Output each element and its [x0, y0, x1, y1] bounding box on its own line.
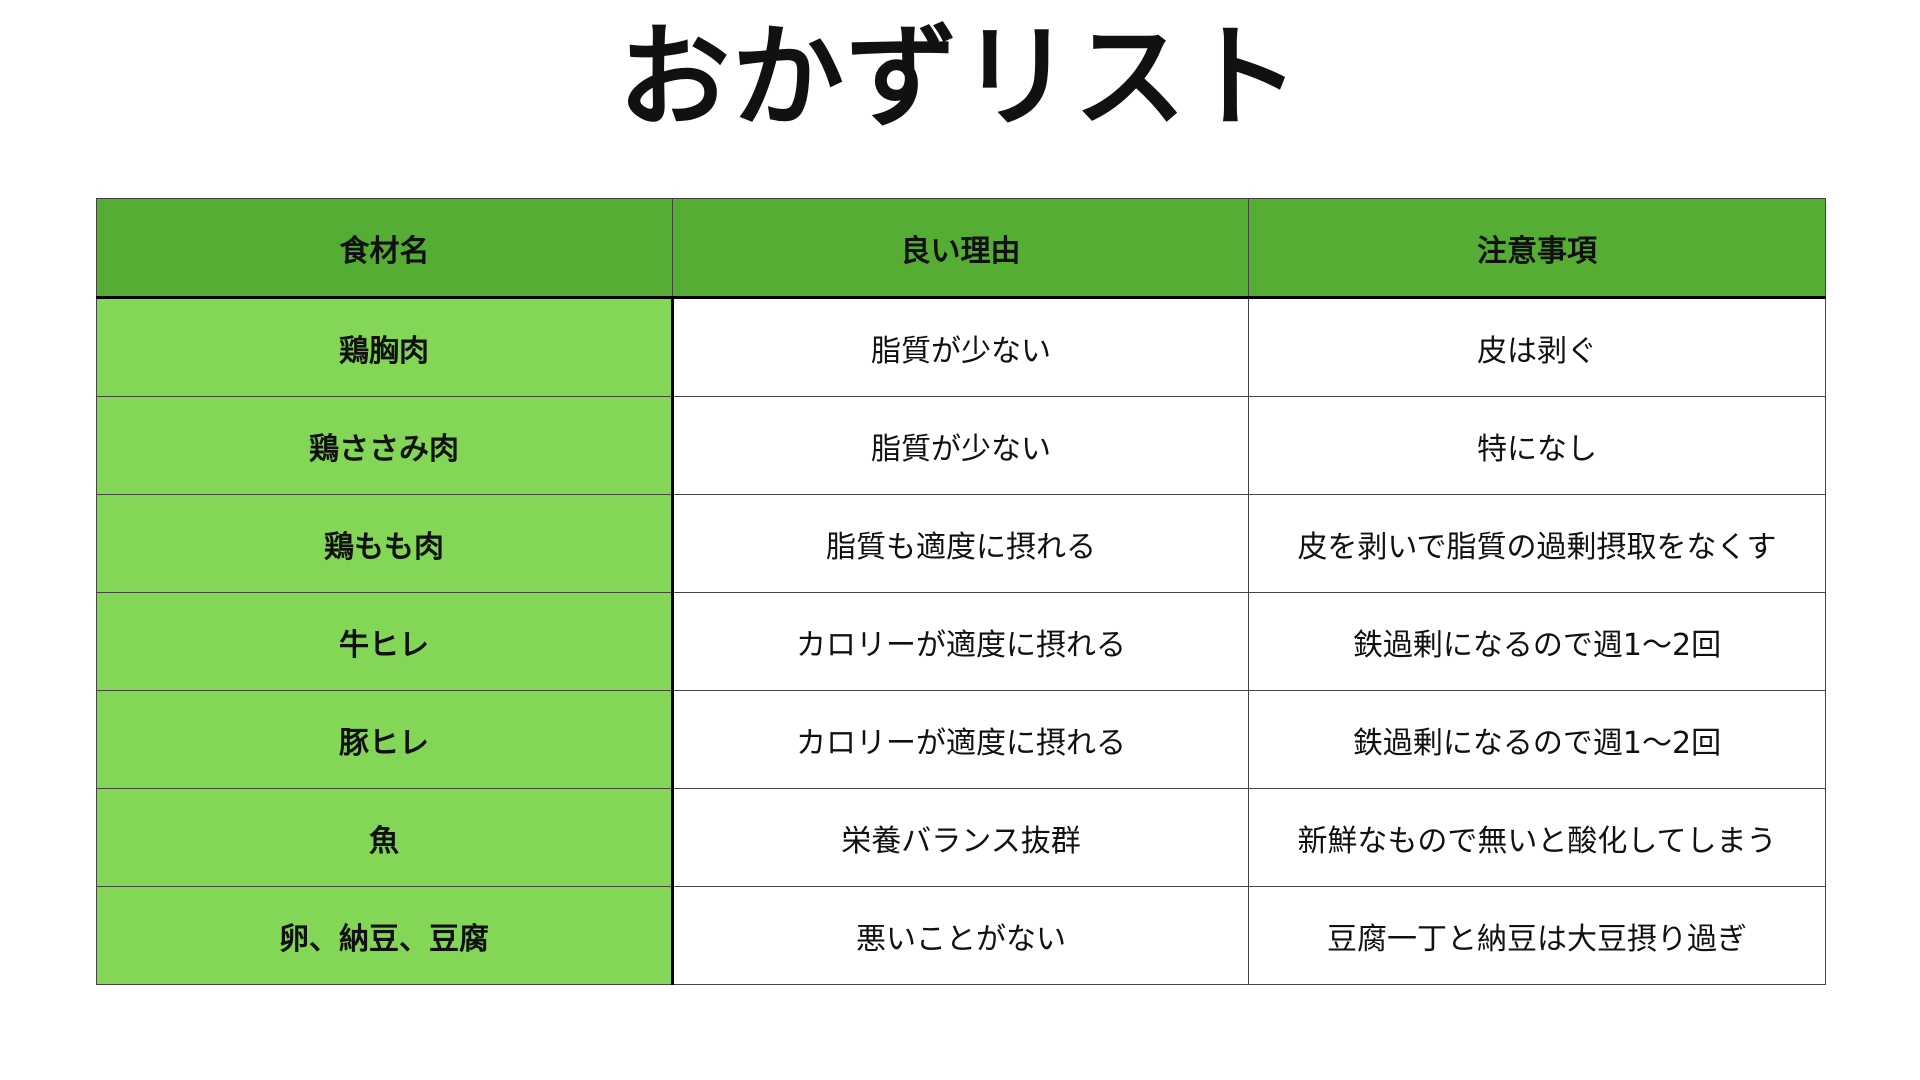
- ingredient-cell: 魚: [96, 788, 674, 887]
- table-row: 鶏胸肉 脂質が少ない 皮は剥ぐ: [96, 297, 1826, 397]
- good-reason-cell: カロリーが適度に摂れる: [672, 592, 1249, 691]
- okazu-table: 食材名 良い理由 注意事項 鶏胸肉 脂質が少ない 皮は剥ぐ 鶏ささみ肉 脂質が少ない 特に…: [96, 198, 1826, 985]
- ingredient-cell: 牛ヒレ: [96, 592, 674, 691]
- ingredient-cell: 鶏ささみ肉: [96, 396, 674, 495]
- caution-cell: 鉄過剰になるので週1〜2回: [1248, 690, 1826, 789]
- table-row: 鶏ささみ肉 脂質が少ない 特になし: [96, 396, 1826, 495]
- table-header-row: 食材名 良い理由 注意事項: [96, 198, 1826, 299]
- good-reason-cell: 脂質が少ない: [672, 396, 1249, 495]
- page-title: おかずリスト: [618, 13, 1302, 143]
- good-reason-cell: カロリーが適度に摂れる: [672, 690, 1249, 789]
- caution-cell: 特になし: [1248, 396, 1826, 495]
- caution-cell: 皮を剥いで脂質の過剰摂取をなくす: [1248, 494, 1826, 593]
- header-caution: 注意事項: [1248, 198, 1826, 299]
- header-good-reason: 良い理由: [672, 198, 1249, 299]
- caution-cell: 新鮮なもので無いと酸化してしまう: [1248, 788, 1826, 887]
- table-row: 牛ヒレ カロリーが適度に摂れる 鉄過剰になるので週1〜2回: [96, 592, 1826, 691]
- ingredient-cell: 豚ヒレ: [96, 690, 674, 789]
- table-row: 豚ヒレ カロリーが適度に摂れる 鉄過剰になるので週1〜2回: [96, 690, 1826, 789]
- good-reason-cell: 脂質も適度に摂れる: [672, 494, 1249, 593]
- caution-cell: 豆腐一丁と納豆は大豆摂り過ぎ: [1248, 886, 1826, 985]
- ingredient-cell: 卵、納豆、豆腐: [96, 886, 674, 985]
- good-reason-cell: 栄養バランス抜群: [672, 788, 1249, 887]
- header-ingredient: 食材名: [96, 198, 673, 299]
- table-row: 卵、納豆、豆腐 悪いことがない 豆腐一丁と納豆は大豆摂り過ぎ: [96, 886, 1826, 985]
- caution-cell: 鉄過剰になるので週1〜2回: [1248, 592, 1826, 691]
- good-reason-cell: 脂質が少ない: [672, 297, 1249, 397]
- ingredient-cell: 鶏胸肉: [96, 297, 674, 397]
- table-row: 鶏もも肉 脂質も適度に摂れる 皮を剥いで脂質の過剰摂取をなくす: [96, 494, 1826, 593]
- caution-cell: 皮は剥ぐ: [1248, 297, 1826, 397]
- ingredient-cell: 鶏もも肉: [96, 494, 674, 593]
- table-row: 魚栄養バランス抜群 新鮮なもので無いと酸化してしまう: [96, 788, 1826, 887]
- good-reason-cell: 悪いことがない: [672, 886, 1249, 985]
